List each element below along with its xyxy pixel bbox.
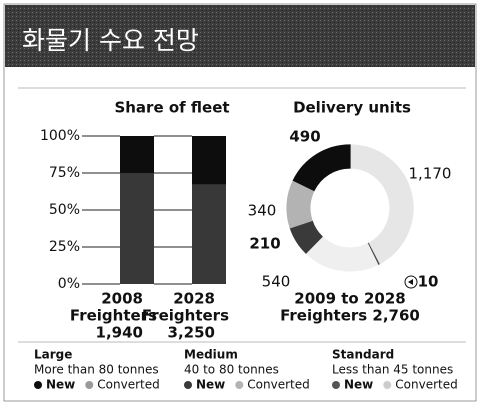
- data-label: 540: [262, 273, 291, 291]
- pie-slice: [349, 144, 414, 265]
- legend-swatch: [235, 381, 244, 389]
- legend-swatch: [184, 381, 192, 389]
- legend-item: Converted: [395, 378, 457, 392]
- legend-name: Large: [34, 348, 72, 362]
- pointer-icon: [404, 275, 418, 289]
- x-tick-label: 2028: [173, 290, 215, 308]
- bar-segment: [120, 136, 154, 173]
- y-tick-label: 50%: [49, 202, 80, 218]
- legend-swatch: [332, 381, 340, 389]
- pointer-icon: [408, 279, 413, 285]
- data-label: 210: [249, 235, 280, 253]
- y-tick-label: 0%: [58, 276, 80, 292]
- legend-item: Converted: [247, 378, 309, 392]
- legend-item: New: [46, 378, 75, 392]
- x-tick-total: 1,940: [96, 324, 143, 342]
- pie-slice: [292, 144, 351, 192]
- legend-swatch: [383, 381, 392, 389]
- x-tick-sublabel: Freighters: [70, 307, 157, 325]
- legend-item: New: [344, 378, 373, 392]
- x-tick-sublabel: Freighters: [142, 307, 229, 325]
- bar-segment: [192, 184, 226, 284]
- data-label: 1,170: [409, 165, 452, 183]
- bar-segment: [192, 136, 226, 185]
- data-label: 10: [418, 273, 439, 291]
- legend-description: 40 to 80 tonnes: [184, 363, 279, 377]
- legend-name: Standard: [332, 348, 394, 362]
- legend-description: More than 80 tonnes: [34, 363, 159, 377]
- data-label: 340: [248, 202, 277, 220]
- frame: [3, 3, 477, 402]
- legend-swatch: [85, 381, 94, 389]
- pie-title: Delivery units: [293, 99, 411, 117]
- y-tick-label: 25%: [49, 239, 80, 255]
- bar-title: Share of fleet: [114, 99, 229, 117]
- legend-description: Less than 45 tonnes: [332, 363, 453, 377]
- y-tick-label: 100%: [40, 128, 80, 144]
- legend-swatch: [34, 381, 42, 389]
- legend-item: Converted: [97, 378, 159, 392]
- pie-total: Freighters 2,760: [280, 307, 420, 325]
- header-band: [5, 5, 475, 67]
- bar-segment: [120, 173, 154, 284]
- legend-name: Medium: [184, 348, 238, 362]
- y-tick-label: 75%: [49, 165, 80, 181]
- pie-subtitle: 2009 to 2028: [294, 290, 405, 308]
- x-tick-total: 3,250: [168, 324, 215, 342]
- header-title: 화물기 수요 전망: [22, 26, 199, 55]
- data-label: 490: [289, 128, 320, 146]
- x-tick-label: 2008: [101, 290, 143, 308]
- legend-item: New: [196, 378, 225, 392]
